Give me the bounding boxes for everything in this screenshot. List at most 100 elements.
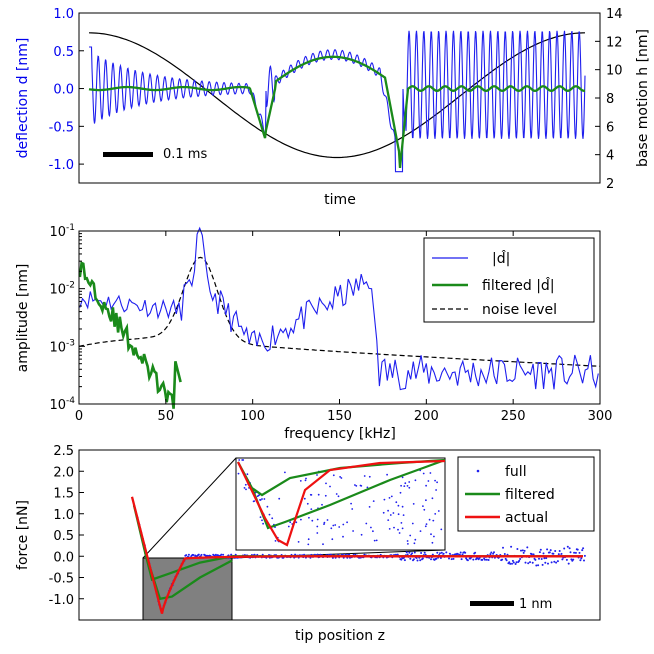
inset-data-point (368, 475, 371, 478)
inset-data-point (332, 524, 335, 527)
inset-data-point (337, 495, 340, 498)
y-axis-label-base-motion: base motion h [nm] (635, 29, 651, 167)
ticks-time: 1.0 0.5 0.0 -0.5 -1.0 14 12 10 8 6 4 2 (49, 7, 623, 192)
data-point-full (534, 558, 537, 561)
inset-data-point (408, 486, 411, 489)
inset-data-point (430, 533, 432, 536)
inset-data-point (274, 540, 277, 542)
legend-frequency: |d̂| filtered |d̂| noise level (423, 237, 595, 323)
inset-data-point (309, 493, 312, 496)
y-axis-label-force: force [nN] (15, 500, 31, 570)
data-point-full (185, 554, 188, 557)
inset-data-point (323, 523, 325, 525)
inset-data-point (299, 480, 302, 482)
data-point-full (466, 559, 469, 562)
series-filtered-abs-d-line (78, 261, 182, 409)
data-point-full (501, 558, 504, 561)
inset-data-point (399, 491, 402, 494)
data-point-full (547, 562, 549, 565)
inset-data-point (386, 473, 388, 476)
inset-data-point (404, 482, 407, 485)
inset-data-point (297, 541, 300, 543)
inset-data-point (440, 528, 443, 531)
data-point-full (557, 553, 560, 556)
data-point-full (435, 557, 438, 560)
data-point-full (464, 551, 467, 554)
inset-filtered-line-retract (250, 458, 446, 530)
data-point-full (518, 559, 521, 562)
zoom-inset (235, 457, 446, 551)
distance-scalebar (470, 601, 514, 606)
inset-data-point (278, 497, 281, 500)
data-point-full (187, 553, 190, 556)
data-point-full (448, 552, 451, 555)
data-point-full (582, 547, 585, 550)
data-point-full (220, 553, 223, 556)
data-point-full (510, 545, 513, 548)
data-point-full (457, 553, 459, 556)
x-axis-label-frequency: frequency [kHz] (284, 426, 396, 442)
data-point-full (576, 548, 579, 551)
y-tick-label-exponent: -1 (66, 223, 75, 233)
inset-data-point (241, 459, 244, 461)
y-tick-label: 10-3 (49, 338, 75, 355)
inset-data-point (411, 522, 414, 525)
inset-data-point (365, 522, 368, 525)
data-point-full (526, 546, 529, 549)
data-point-full (416, 559, 419, 562)
inset-data-point (338, 526, 341, 528)
inset-data-point (424, 525, 427, 528)
data-point-full (489, 553, 492, 556)
data-point-full (524, 561, 527, 564)
data-point-full (415, 557, 418, 559)
data-point-full (537, 564, 540, 567)
series-actual-line (130, 496, 583, 614)
inset-data-point (413, 542, 416, 545)
inset-data-point (330, 527, 333, 530)
legend-label-abs-d: |d̂| (492, 250, 510, 267)
inset-data-point (311, 519, 314, 522)
inset-data-point (360, 533, 363, 536)
series-filtered-line (88, 55, 586, 169)
time-scalebar-label: 0.1 ms (163, 147, 207, 162)
inset-data-point (436, 481, 438, 484)
data-point-full (413, 551, 416, 554)
inset-data-point (329, 485, 331, 488)
data-point-full (461, 553, 464, 556)
x-tick-label: 50 (158, 409, 175, 424)
data-point-full (436, 551, 439, 554)
y-tick-label-right: 8 (606, 92, 614, 107)
inset-data-point (261, 498, 263, 500)
y-tick-label-right: 12 (606, 35, 623, 50)
data-point-full (348, 553, 351, 556)
inset-data-point (400, 484, 402, 487)
inset-data-point (307, 543, 310, 546)
data-point-full (411, 552, 414, 555)
inset-data-point (246, 473, 249, 476)
inset-data-point (310, 508, 313, 510)
data-point-full (516, 548, 519, 550)
data-point-full (511, 559, 514, 562)
x-tick-label: 250 (501, 409, 526, 424)
inset-data-point (409, 534, 412, 537)
inset-data-point (326, 519, 329, 521)
panel-frequency-domain: 0 50 100 150 200 250 300 10-1 10-2 10-3 10-4 frequ… (15, 223, 612, 442)
inset-data-point (237, 472, 240, 475)
inset-data-point (339, 476, 341, 478)
data-point-full (554, 550, 557, 552)
inset-data-point (322, 543, 324, 546)
inset-data-point (323, 521, 326, 524)
inset-data-point (389, 514, 392, 516)
inset-data-point (252, 500, 255, 503)
inset-data-point (342, 535, 344, 538)
inset-data-point (324, 494, 327, 497)
inset-data-point (308, 516, 310, 519)
y-axis-label-amplitude: amplitude [nm] (15, 264, 31, 373)
data-point-full (561, 558, 564, 561)
data-point-full (529, 561, 531, 564)
inset-data-point (359, 484, 362, 487)
inset-data-point (422, 472, 425, 475)
inset-data-point (423, 508, 426, 511)
inset-data-point (331, 538, 334, 541)
